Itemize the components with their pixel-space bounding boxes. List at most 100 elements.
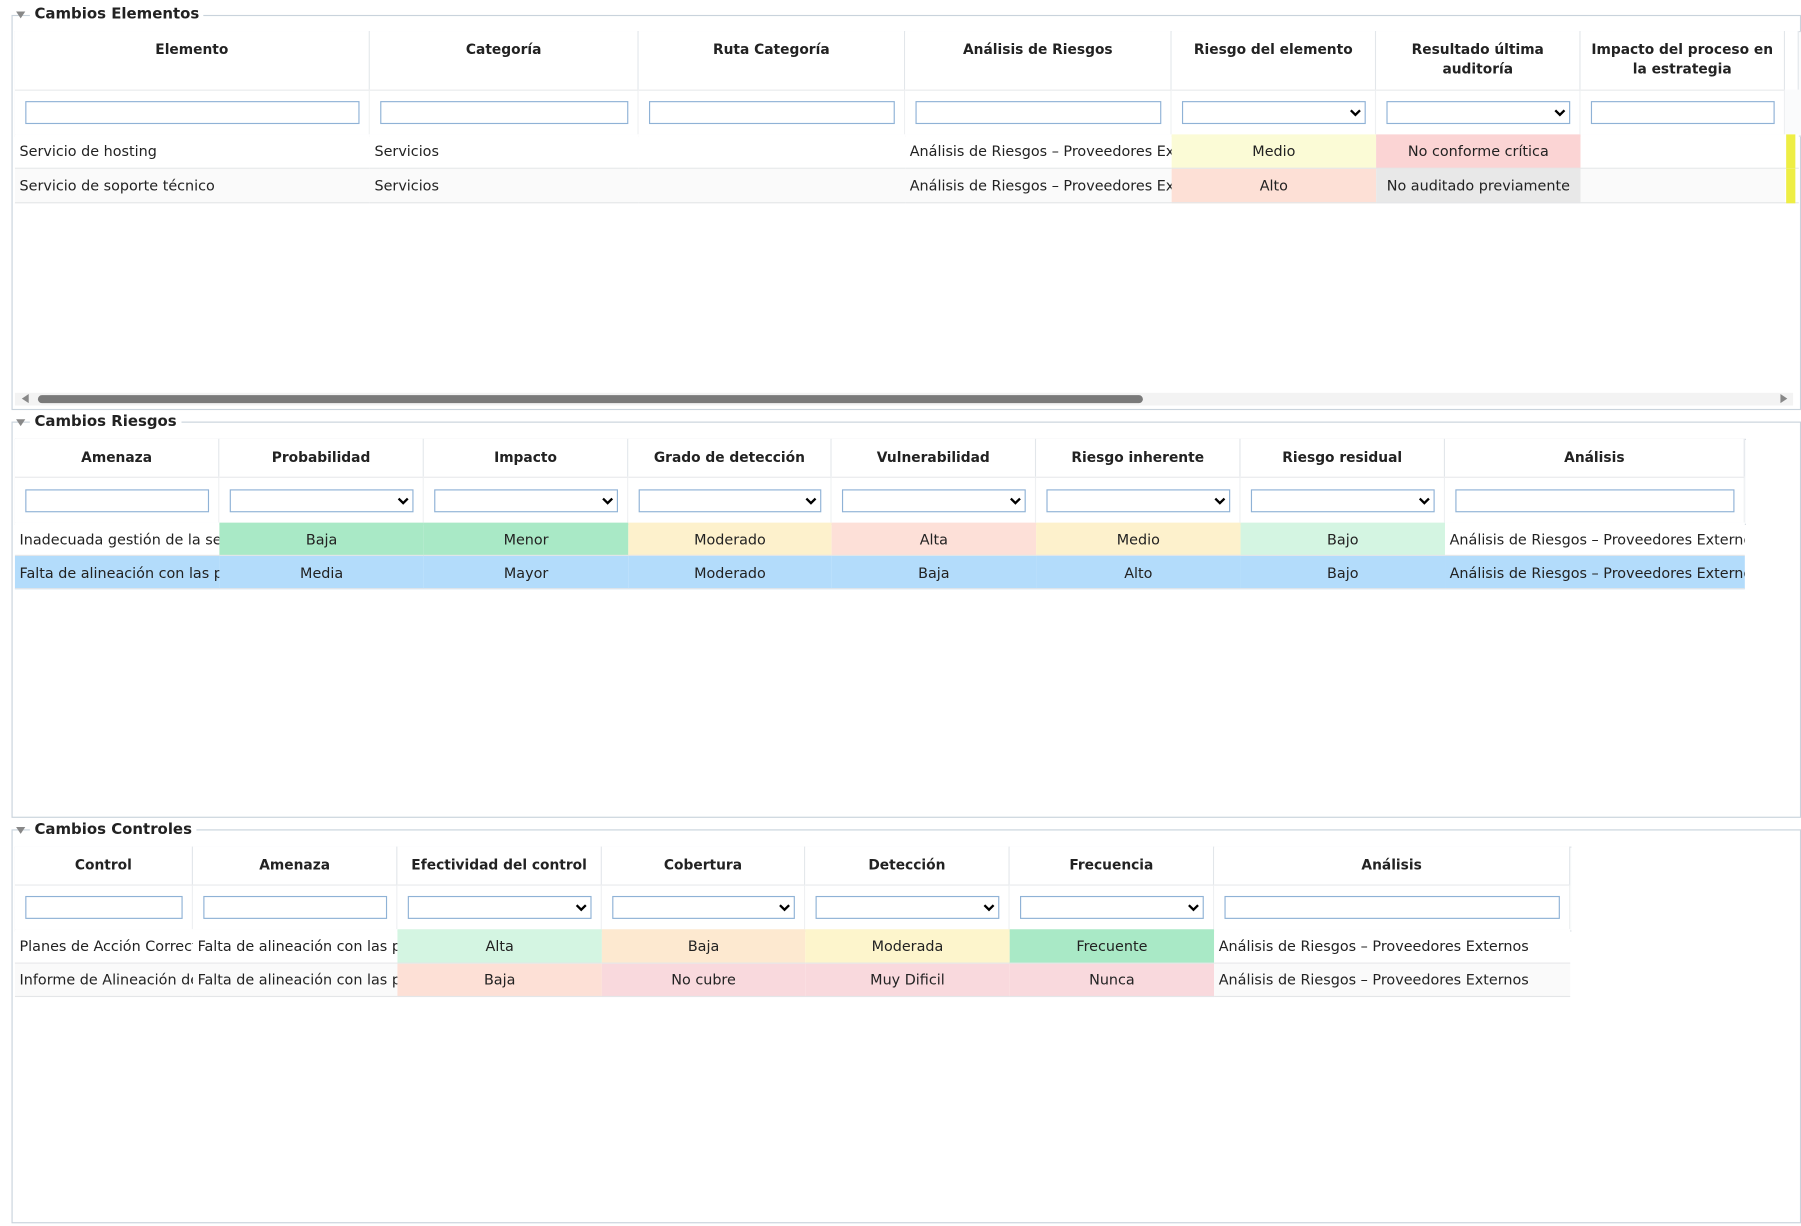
filter-select[interactable]	[1250, 488, 1435, 512]
filter-cell	[1009, 884, 1215, 930]
column-header: Análisis de Riesgos	[905, 31, 1172, 90]
filter-input[interactable]	[1223, 895, 1560, 919]
table-cell[interactable]: Baja	[831, 555, 1037, 590]
filter-input[interactable]	[24, 488, 209, 512]
table-cell[interactable]	[1580, 168, 1786, 204]
filter-select[interactable]	[1019, 895, 1204, 919]
table-cell[interactable]	[638, 134, 906, 169]
filter-input[interactable]	[24, 895, 183, 919]
section-title: Cambios Elementos	[29, 5, 204, 23]
filter-cell	[905, 89, 1172, 135]
filter-select[interactable]	[814, 895, 999, 919]
table-cell[interactable]: Alta	[397, 929, 602, 964]
filter-select[interactable]	[229, 488, 413, 512]
scroll-right[interactable]	[1780, 393, 1788, 404]
filter-cell	[831, 476, 1037, 523]
column-header: Cobertura	[601, 846, 806, 885]
table-cell[interactable]: Muy Dificil	[805, 963, 1010, 998]
scrollbar-thumb[interactable]	[37, 395, 1143, 404]
table-cell[interactable]	[638, 168, 906, 204]
section-title: Cambios Controles	[29, 821, 197, 839]
table-cell[interactable]: Alto	[1036, 555, 1241, 590]
filter-cell	[1171, 89, 1377, 135]
table-cell[interactable]: No conforme crítica	[1376, 134, 1581, 169]
filter-select[interactable]	[1385, 101, 1570, 125]
column-header: Impacto del proceso en la estrategia	[1580, 31, 1786, 90]
scroll-left[interactable]	[21, 393, 29, 404]
filter-cell	[805, 884, 1010, 930]
table-cell[interactable]: Análisis de Riesgos – Proveedores Extern…	[1445, 555, 1745, 590]
column-header: Control	[14, 846, 193, 885]
column-header: Riesgo inherente	[1036, 438, 1241, 477]
filter-cell	[1240, 476, 1446, 523]
filter-select[interactable]	[638, 488, 821, 512]
collapse-toggle[interactable]	[16, 419, 26, 427]
table-cell[interactable]: Falta de alineación con las p	[192, 929, 398, 964]
table-cell[interactable]: Moderado	[628, 555, 832, 590]
filter-input[interactable]	[648, 101, 895, 125]
filter-select[interactable]	[611, 895, 795, 919]
table-cell[interactable]: No cubre	[601, 963, 806, 998]
column-header: Elemento	[14, 31, 370, 90]
column-header: Vulnerabilidad	[831, 438, 1037, 477]
table-cell[interactable]: Alto	[1171, 168, 1377, 204]
table-cell[interactable]: Media	[219, 555, 424, 590]
table-cell[interactable]: Planes de Acción Correct	[14, 929, 193, 964]
table-cell[interactable]: Menor	[423, 522, 629, 556]
filter-select[interactable]	[1181, 101, 1366, 125]
table-cell[interactable]: Moderado	[628, 522, 832, 556]
filter-select[interactable]	[841, 488, 1026, 512]
table-cell[interactable]: Análisis de Riesgos – Proveedores Exte	[905, 168, 1172, 204]
table-cell[interactable]: Nunca	[1009, 963, 1215, 998]
column-header: Probabilidad	[219, 438, 424, 477]
filter-input[interactable]	[202, 895, 387, 919]
table-cell[interactable]: Bajo	[1240, 555, 1446, 590]
table-cell[interactable]	[1580, 134, 1786, 169]
table-cell[interactable]: Análisis de Riesgos – Proveedores Extern…	[1214, 963, 1571, 998]
table-cell[interactable]: Medio	[1036, 522, 1241, 556]
table-cell[interactable]: Alta	[831, 522, 1037, 556]
table-cell[interactable]: Falta de alineación con las p	[192, 963, 398, 998]
collapse-toggle[interactable]	[16, 11, 26, 19]
filter-select[interactable]	[1045, 488, 1230, 512]
table-cell[interactable]: Análisis de Riesgos – Proveedores Extern…	[1214, 929, 1571, 964]
table-cell[interactable]: Mayor	[423, 555, 629, 590]
table-cell[interactable]: Servicios	[369, 168, 639, 204]
table-cell[interactable]: Servicio de hosting	[14, 134, 370, 169]
column-header: Amenaza	[14, 438, 220, 477]
filter-select[interactable]	[433, 488, 618, 512]
filter-input[interactable]	[1454, 488, 1734, 512]
table-cell[interactable]: Baja	[601, 929, 806, 964]
filter-select[interactable]	[407, 895, 591, 919]
table-cell[interactable]: Medio	[1171, 134, 1377, 169]
filter-input[interactable]	[1590, 101, 1775, 125]
filter-cell	[1036, 476, 1241, 523]
column-header: Análisis	[1445, 438, 1745, 477]
table-cell[interactable]: Servicio de soporte técnico	[14, 168, 370, 204]
table-cell[interactable]: Falta de alineación con las p	[14, 555, 220, 590]
table-cell[interactable]: Bajo	[1240, 522, 1446, 556]
filter-cell	[219, 476, 424, 523]
filter-cell	[14, 89, 370, 135]
filter-cell	[192, 884, 398, 930]
table-cell[interactable]: Informe de Alineación de	[14, 963, 193, 998]
column-header: Riesgo del elemento	[1171, 31, 1377, 90]
table-cell[interactable]: Frecuente	[1009, 929, 1215, 964]
table-cell[interactable]: Baja	[219, 522, 424, 556]
table-cell[interactable]: No auditado previamente	[1376, 168, 1581, 204]
collapse-toggle[interactable]	[16, 827, 26, 834]
column-header: Grado de detección	[628, 438, 832, 477]
table-cell[interactable]: Baja	[397, 963, 602, 998]
table-cell[interactable]: Análisis de Riesgos – Proveedores Exte	[905, 134, 1172, 169]
column-header	[1785, 31, 1799, 90]
table-cell[interactable]: Moderada	[805, 929, 1010, 964]
table-cell[interactable]: Servicios	[369, 134, 639, 169]
filter-input[interactable]	[379, 101, 628, 125]
column-header: Análisis	[1214, 846, 1571, 885]
filter-input[interactable]	[24, 101, 359, 125]
filter-input[interactable]	[914, 101, 1161, 125]
status-strip	[1786, 168, 1796, 204]
table-cell[interactable]: Análisis de Riesgos – Proveedores Extern…	[1445, 522, 1745, 556]
table-cell[interactable]: Inadecuada gestión de la se	[14, 522, 220, 556]
